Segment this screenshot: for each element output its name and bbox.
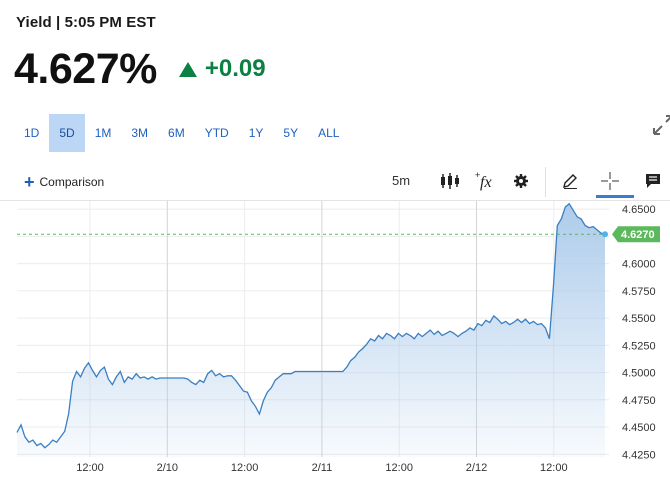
y-tick-label: 4.5750	[622, 286, 656, 298]
up-arrow-icon	[178, 61, 197, 77]
comparison-button[interactable]: + Comparison	[24, 172, 105, 192]
range-tab-1d[interactable]: 1D	[24, 126, 40, 140]
last-value-dot	[602, 231, 608, 238]
range-tab-all[interactable]: ALL	[318, 126, 340, 140]
x-tick-label: 12:00	[76, 462, 104, 474]
x-tick-label: 2/11	[312, 462, 333, 474]
last-value-label: 4.6270	[621, 229, 655, 241]
series-line	[16, 202, 606, 449]
svg-text:fx: fx	[480, 174, 492, 191]
range-tabs: 1D 5D 1M 3M 6M YTD 1Y 5Y ALL	[14, 114, 349, 152]
draw-pencil-icon[interactable]	[558, 169, 582, 193]
x-tick-label: 12:00	[540, 462, 568, 474]
y-tick-label: 4.6500	[622, 204, 656, 216]
series-area	[17, 203, 605, 457]
range-tab-6m[interactable]: 6M	[168, 126, 185, 140]
y-tick-label: 4.5250	[622, 340, 656, 352]
interval-selector[interactable]: 5m	[392, 173, 411, 188]
indicators-fx-icon[interactable]: + fx	[473, 169, 497, 193]
y-tick-label: 4.4750	[622, 395, 656, 407]
comparison-label: Comparison	[39, 175, 105, 189]
toolbar-divider	[545, 167, 546, 197]
chart-svg: 4.65004.62504.60004.57504.55004.52504.50…	[16, 201, 660, 474]
crosshair-icon[interactable]	[598, 169, 622, 193]
active-tool-indicator	[596, 195, 634, 198]
x-tick-label: 12:00	[231, 462, 259, 474]
annotation-icon[interactable]	[641, 169, 665, 193]
candlestick-icon[interactable]	[438, 169, 462, 193]
range-tab-1y[interactable]: 1Y	[248, 126, 264, 140]
yield-value: 4.627%	[14, 44, 157, 93]
yield-chart[interactable]: 4.65004.62504.60004.57504.55004.52504.50…	[0, 201, 670, 481]
svg-text:+: +	[475, 171, 480, 180]
y-tick-label: 4.4500	[622, 422, 656, 434]
y-tick-label: 4.6000	[622, 259, 656, 271]
change-value: +0.09	[204, 55, 266, 82]
x-tick-label: 2/12	[466, 462, 487, 474]
expand-icon[interactable]	[650, 112, 670, 136]
y-tick-label: 4.5000	[622, 368, 656, 380]
chart-toolbar: + Comparison 5m + fx	[0, 165, 670, 201]
range-tab-3m[interactable]: 3M	[131, 126, 149, 140]
range-tab-ytd[interactable]: YTD	[204, 126, 229, 140]
last-value-badge	[612, 226, 660, 243]
plus-icon: +	[24, 172, 35, 192]
settings-gear-icon[interactable]	[509, 169, 533, 193]
x-tick-label: 12:00	[385, 462, 413, 474]
range-tab-5y[interactable]: 5Y	[283, 126, 299, 140]
range-tab-1m[interactable]: 1M	[94, 126, 112, 140]
quote-header: Yield | 5:05 PM EST	[16, 14, 156, 31]
quote-row: 4.627% +0.09	[14, 44, 266, 94]
range-tab-5d[interactable]: 5D	[49, 114, 85, 152]
y-tick-label: 4.4250	[622, 449, 656, 461]
y-tick-label: 4.5500	[622, 313, 656, 325]
x-tick-label: 2/10	[157, 462, 178, 474]
